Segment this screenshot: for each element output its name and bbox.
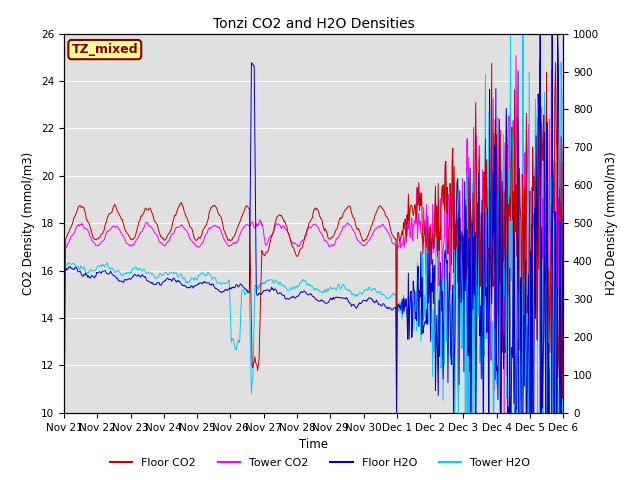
Y-axis label: CO2 Density (mmol/m3): CO2 Density (mmol/m3) (22, 152, 35, 295)
X-axis label: Time: Time (299, 438, 328, 451)
Title: Tonzi CO2 and H2O Densities: Tonzi CO2 and H2O Densities (212, 17, 415, 31)
Y-axis label: H2O Density (mmol/m3): H2O Density (mmol/m3) (605, 151, 618, 295)
Text: TZ_mixed: TZ_mixed (72, 43, 138, 56)
Legend: Floor CO2, Tower CO2, Floor H2O, Tower H2O: Floor CO2, Tower CO2, Floor H2O, Tower H… (105, 453, 535, 472)
